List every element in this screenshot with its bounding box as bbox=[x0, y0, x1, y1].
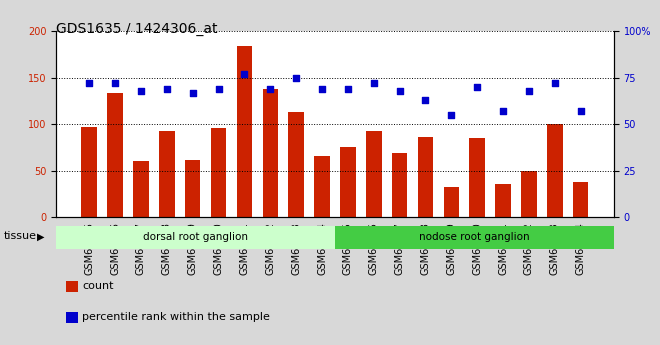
Point bbox=[162, 86, 172, 91]
Point bbox=[213, 86, 224, 91]
Point bbox=[110, 80, 120, 86]
Bar bbox=[495, 184, 511, 217]
Bar bbox=[211, 128, 226, 217]
Bar bbox=[444, 187, 459, 217]
Bar bbox=[263, 89, 278, 217]
Point bbox=[446, 112, 457, 118]
Bar bbox=[133, 161, 149, 217]
Point bbox=[291, 75, 302, 80]
Point bbox=[498, 108, 508, 114]
Bar bbox=[547, 124, 562, 217]
Text: tissue: tissue bbox=[3, 231, 36, 241]
Text: count: count bbox=[82, 282, 114, 291]
Point bbox=[343, 86, 353, 91]
Bar bbox=[108, 93, 123, 217]
Point bbox=[550, 80, 560, 86]
Point bbox=[239, 71, 249, 77]
Bar bbox=[469, 138, 485, 217]
Bar bbox=[56, 226, 335, 249]
Bar bbox=[392, 153, 407, 217]
Bar bbox=[366, 131, 381, 217]
Point bbox=[368, 80, 379, 86]
Point bbox=[317, 86, 327, 91]
Point bbox=[576, 108, 586, 114]
Text: percentile rank within the sample: percentile rank within the sample bbox=[82, 313, 271, 322]
Bar bbox=[335, 226, 614, 249]
Bar bbox=[237, 46, 252, 217]
Point bbox=[265, 86, 276, 91]
Point bbox=[84, 80, 94, 86]
Point bbox=[472, 84, 482, 90]
Bar bbox=[521, 171, 537, 217]
Point bbox=[523, 88, 534, 93]
Point bbox=[187, 90, 198, 95]
Bar bbox=[185, 160, 201, 217]
Bar bbox=[314, 156, 330, 217]
Bar bbox=[81, 127, 97, 217]
Bar bbox=[288, 112, 304, 217]
Point bbox=[394, 88, 405, 93]
Bar bbox=[418, 137, 433, 217]
Text: dorsal root ganglion: dorsal root ganglion bbox=[143, 232, 248, 241]
Text: ▶: ▶ bbox=[38, 231, 45, 241]
Bar bbox=[159, 131, 175, 217]
Bar bbox=[573, 182, 589, 217]
Point bbox=[136, 88, 147, 93]
Text: GDS1635 / 1424306_at: GDS1635 / 1424306_at bbox=[56, 22, 218, 37]
Point bbox=[420, 97, 431, 103]
Text: nodose root ganglion: nodose root ganglion bbox=[419, 232, 530, 241]
Bar bbox=[340, 148, 356, 217]
